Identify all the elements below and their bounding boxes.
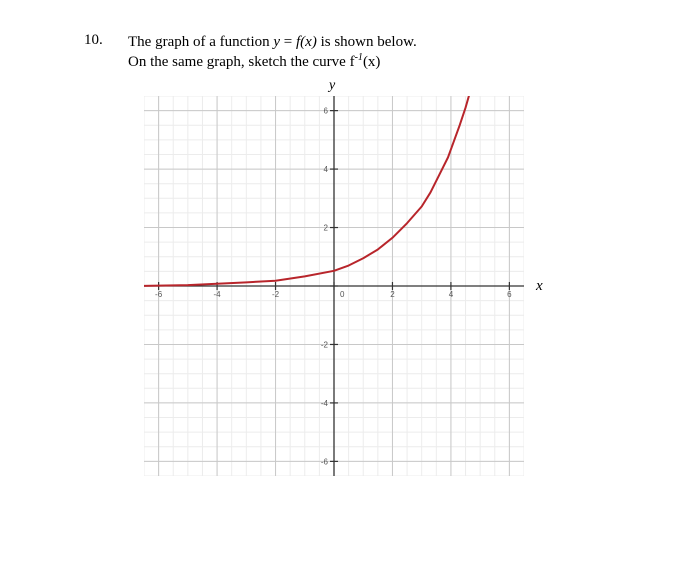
q1-pre: The graph of a function xyxy=(128,34,273,50)
q1-post: is shown below. xyxy=(317,34,417,50)
svg-text:6: 6 xyxy=(507,290,512,299)
question-line-1: The graph of a function y = f(x) is show… xyxy=(128,32,417,52)
svg-text:2: 2 xyxy=(324,224,329,233)
svg-text:4: 4 xyxy=(324,165,329,174)
q1-f: f(x) xyxy=(296,34,317,50)
q1-mid: = xyxy=(280,34,296,50)
chart-container: -6 -4 -2 0 2 4 6 -6 -4 -2 2 4 6 xyxy=(144,96,524,476)
question-number: 10. xyxy=(84,32,103,49)
svg-text:-6: -6 xyxy=(155,290,163,299)
svg-text:6: 6 xyxy=(324,107,329,116)
svg-text:4: 4 xyxy=(449,290,454,299)
axis-label-x: x xyxy=(536,278,543,295)
q2-arg: (x) xyxy=(363,54,381,70)
svg-text:-2: -2 xyxy=(321,340,329,349)
q2-exp: -1 xyxy=(355,52,363,63)
svg-text:-2: -2 xyxy=(272,290,280,299)
axis-label-y: y xyxy=(329,78,335,94)
svg-text:0: 0 xyxy=(340,290,345,299)
svg-text:2: 2 xyxy=(390,290,395,299)
svg-text:-4: -4 xyxy=(321,399,329,408)
question-line-2: On the same graph, sketch the curve f-1(… xyxy=(128,52,380,71)
chart: -6 -4 -2 0 2 4 6 -6 -4 -2 2 4 6 xyxy=(144,96,524,476)
svg-text:-4: -4 xyxy=(214,290,222,299)
q2-pre: On the same graph, sketch the curve xyxy=(128,54,350,70)
svg-text:-6: -6 xyxy=(321,457,329,466)
